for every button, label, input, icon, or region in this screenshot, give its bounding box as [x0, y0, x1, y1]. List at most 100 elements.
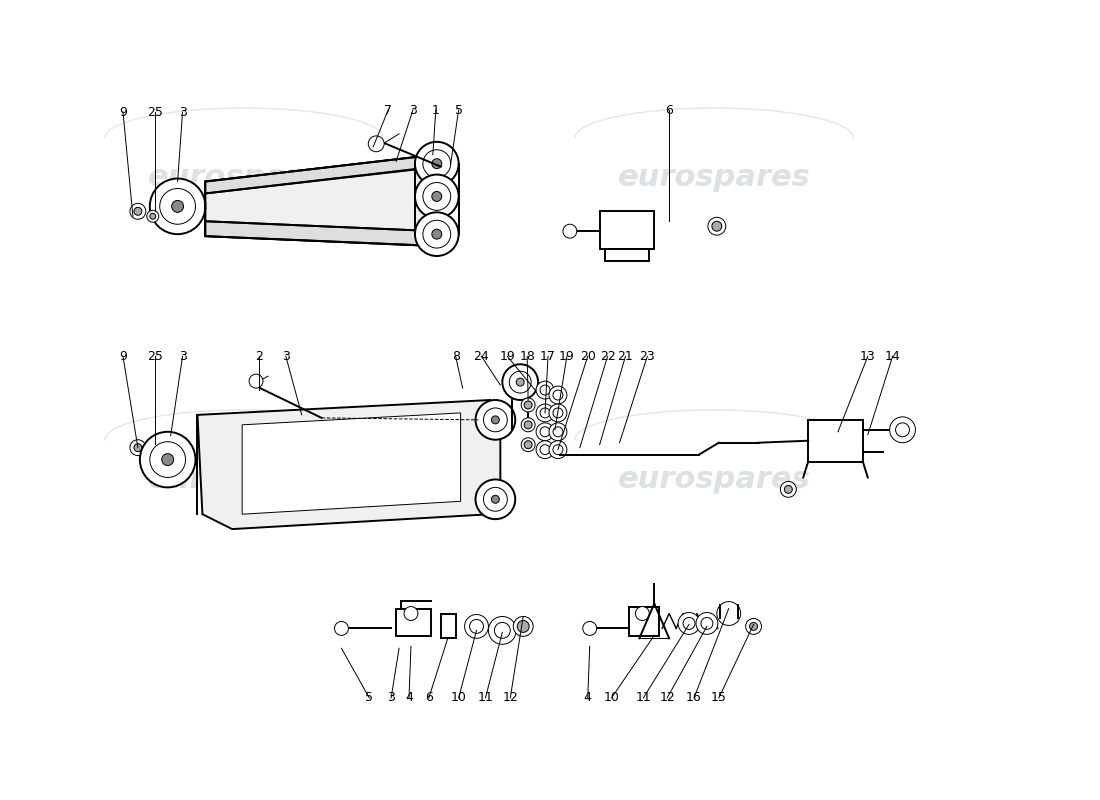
Circle shape — [521, 438, 535, 452]
Text: 16: 16 — [686, 691, 702, 705]
Text: 3: 3 — [178, 350, 187, 363]
Text: eurospares: eurospares — [147, 163, 341, 192]
Circle shape — [516, 378, 525, 386]
Circle shape — [549, 386, 566, 404]
Text: 18: 18 — [519, 350, 535, 363]
Circle shape — [140, 432, 196, 487]
Text: 12: 12 — [503, 691, 518, 705]
Circle shape — [475, 479, 515, 519]
Circle shape — [678, 613, 700, 634]
Circle shape — [488, 617, 516, 644]
Circle shape — [422, 220, 451, 248]
Text: 2: 2 — [255, 350, 263, 363]
Polygon shape — [242, 413, 461, 514]
Circle shape — [464, 614, 488, 638]
Circle shape — [130, 440, 146, 456]
Circle shape — [484, 487, 507, 511]
Text: 11: 11 — [636, 691, 651, 705]
Circle shape — [749, 622, 758, 630]
Circle shape — [150, 442, 186, 478]
Circle shape — [492, 416, 499, 424]
Circle shape — [368, 136, 384, 152]
Circle shape — [553, 408, 563, 418]
Circle shape — [540, 427, 550, 437]
Circle shape — [432, 158, 442, 169]
Text: 25: 25 — [146, 106, 163, 118]
Circle shape — [712, 222, 722, 231]
Circle shape — [172, 200, 184, 212]
Text: 5: 5 — [454, 103, 463, 117]
Circle shape — [484, 408, 507, 432]
Circle shape — [553, 390, 563, 400]
Circle shape — [521, 418, 535, 432]
Circle shape — [780, 482, 796, 498]
Text: 20: 20 — [580, 350, 596, 363]
Circle shape — [130, 203, 146, 219]
Circle shape — [525, 401, 532, 409]
Circle shape — [422, 150, 451, 178]
Text: eurospares: eurospares — [147, 465, 341, 494]
Circle shape — [536, 423, 554, 441]
Circle shape — [492, 495, 499, 503]
Polygon shape — [206, 154, 436, 246]
Text: 6: 6 — [666, 103, 673, 117]
Circle shape — [509, 371, 531, 393]
Circle shape — [150, 214, 156, 219]
Polygon shape — [206, 154, 441, 194]
Circle shape — [134, 444, 142, 452]
Circle shape — [146, 210, 158, 222]
Circle shape — [895, 423, 910, 437]
Circle shape — [746, 618, 761, 634]
Circle shape — [514, 617, 534, 636]
Circle shape — [415, 142, 459, 186]
Text: 7: 7 — [384, 103, 392, 117]
Text: 23: 23 — [639, 350, 656, 363]
Circle shape — [145, 446, 157, 458]
Text: 8: 8 — [452, 350, 460, 363]
Polygon shape — [198, 400, 500, 529]
Text: 13: 13 — [860, 350, 876, 363]
Circle shape — [432, 191, 442, 202]
Circle shape — [784, 486, 792, 494]
Circle shape — [540, 445, 550, 454]
Text: eurospares: eurospares — [617, 465, 811, 494]
Circle shape — [717, 602, 740, 626]
Text: 1: 1 — [432, 103, 440, 117]
Text: 3: 3 — [178, 106, 187, 118]
Circle shape — [683, 618, 695, 630]
Circle shape — [475, 400, 515, 440]
Circle shape — [147, 449, 154, 454]
Bar — [629, 606, 659, 636]
Circle shape — [422, 182, 451, 210]
Text: 24: 24 — [474, 350, 490, 363]
Circle shape — [415, 212, 459, 256]
Circle shape — [549, 423, 566, 441]
Circle shape — [494, 622, 510, 638]
Circle shape — [708, 218, 726, 235]
Text: 21: 21 — [617, 350, 634, 363]
Circle shape — [549, 404, 566, 422]
Text: 6: 6 — [425, 691, 432, 705]
Text: 15: 15 — [711, 691, 727, 705]
Text: 4: 4 — [584, 691, 592, 705]
Text: 19: 19 — [499, 350, 515, 363]
Circle shape — [249, 374, 263, 388]
Bar — [396, 609, 431, 636]
Bar — [600, 211, 654, 249]
Text: 10: 10 — [451, 691, 466, 705]
Text: 5: 5 — [365, 691, 373, 705]
Circle shape — [536, 381, 554, 399]
Circle shape — [549, 441, 566, 458]
Text: 3: 3 — [409, 103, 417, 117]
Circle shape — [517, 621, 529, 632]
Bar — [808, 420, 862, 462]
Text: 10: 10 — [604, 691, 619, 705]
Text: 4: 4 — [405, 691, 412, 705]
Text: 3: 3 — [282, 350, 289, 363]
Circle shape — [503, 364, 538, 400]
Circle shape — [890, 417, 915, 442]
Circle shape — [540, 408, 550, 418]
Circle shape — [334, 622, 349, 635]
Text: 9: 9 — [119, 106, 126, 118]
Circle shape — [536, 441, 554, 458]
